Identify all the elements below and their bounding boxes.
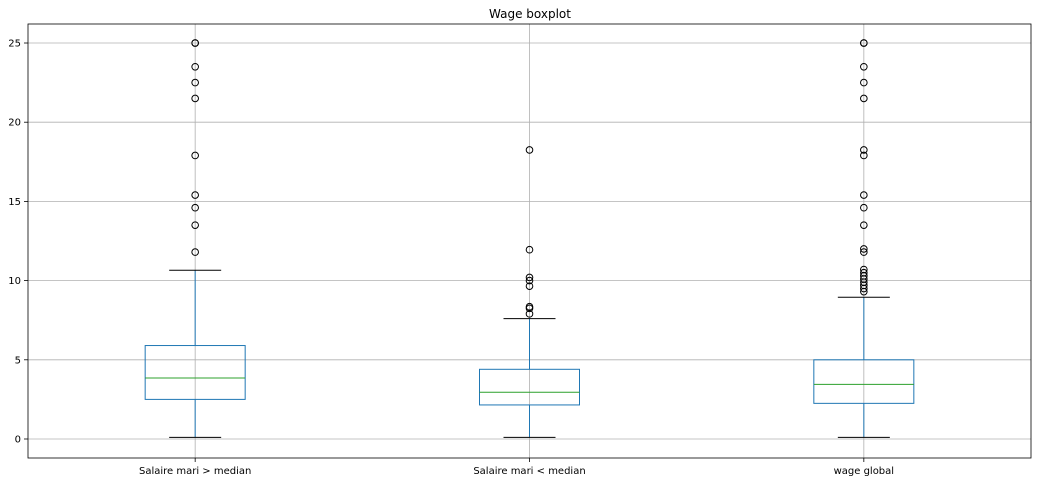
outlier-point [525,245,534,254]
outlier-point [525,282,534,290]
outlier-point [525,276,534,285]
outlier-point [860,268,868,277]
outlier-point [860,146,868,154]
outlier-point [191,78,199,87]
outlier-point [191,191,199,199]
outlier-point [860,203,868,212]
iqr-box [813,359,915,404]
outlier-point [191,62,199,71]
outlier-point [860,245,868,253]
y-tick-label: 0 [15,434,21,445]
chart-title: Wage boxplot [489,7,571,21]
outlier-point [525,273,534,282]
y-tick-label: 25 [8,39,21,50]
plot-frame [27,23,1032,459]
y-tick-label: 5 [15,355,21,366]
outlier-point [191,221,199,229]
y-tick-label: 20 [8,118,21,129]
x-tick-label: wage global [834,466,894,477]
outlier-point [860,191,868,199]
y-tick-label: 15 [8,197,21,208]
outlier-point [860,39,868,47]
outlier-point [525,146,534,154]
outlier-point [860,62,868,71]
x-tick-label: Salaire mari < median [473,466,585,477]
box-series [813,39,915,438]
outlier-point [860,94,868,103]
grid-layer [28,24,1031,458]
outlier-point [191,39,199,47]
x-tick-label: Salaire mari > median [139,466,251,477]
outlier-point [191,151,199,160]
outlier-point [191,203,199,212]
outlier-point [860,78,868,87]
outlier-point [860,221,868,229]
outlier-point [525,302,534,311]
box-series [144,39,246,438]
outlier-point [191,94,199,103]
outlier-point [860,151,868,160]
outlier-point [860,265,868,274]
outlier-point [860,248,868,256]
outlier-point [191,248,199,256]
axis-layer: 0 5 10 15 20 25 Salaire mari > median Salaire m… [8,39,894,477]
y-tick-label: 10 [8,276,21,287]
box-series [479,146,580,438]
marks-layer [144,39,915,438]
iqr-box [479,368,580,406]
outlier-point [525,310,534,318]
iqr-box [144,345,246,400]
